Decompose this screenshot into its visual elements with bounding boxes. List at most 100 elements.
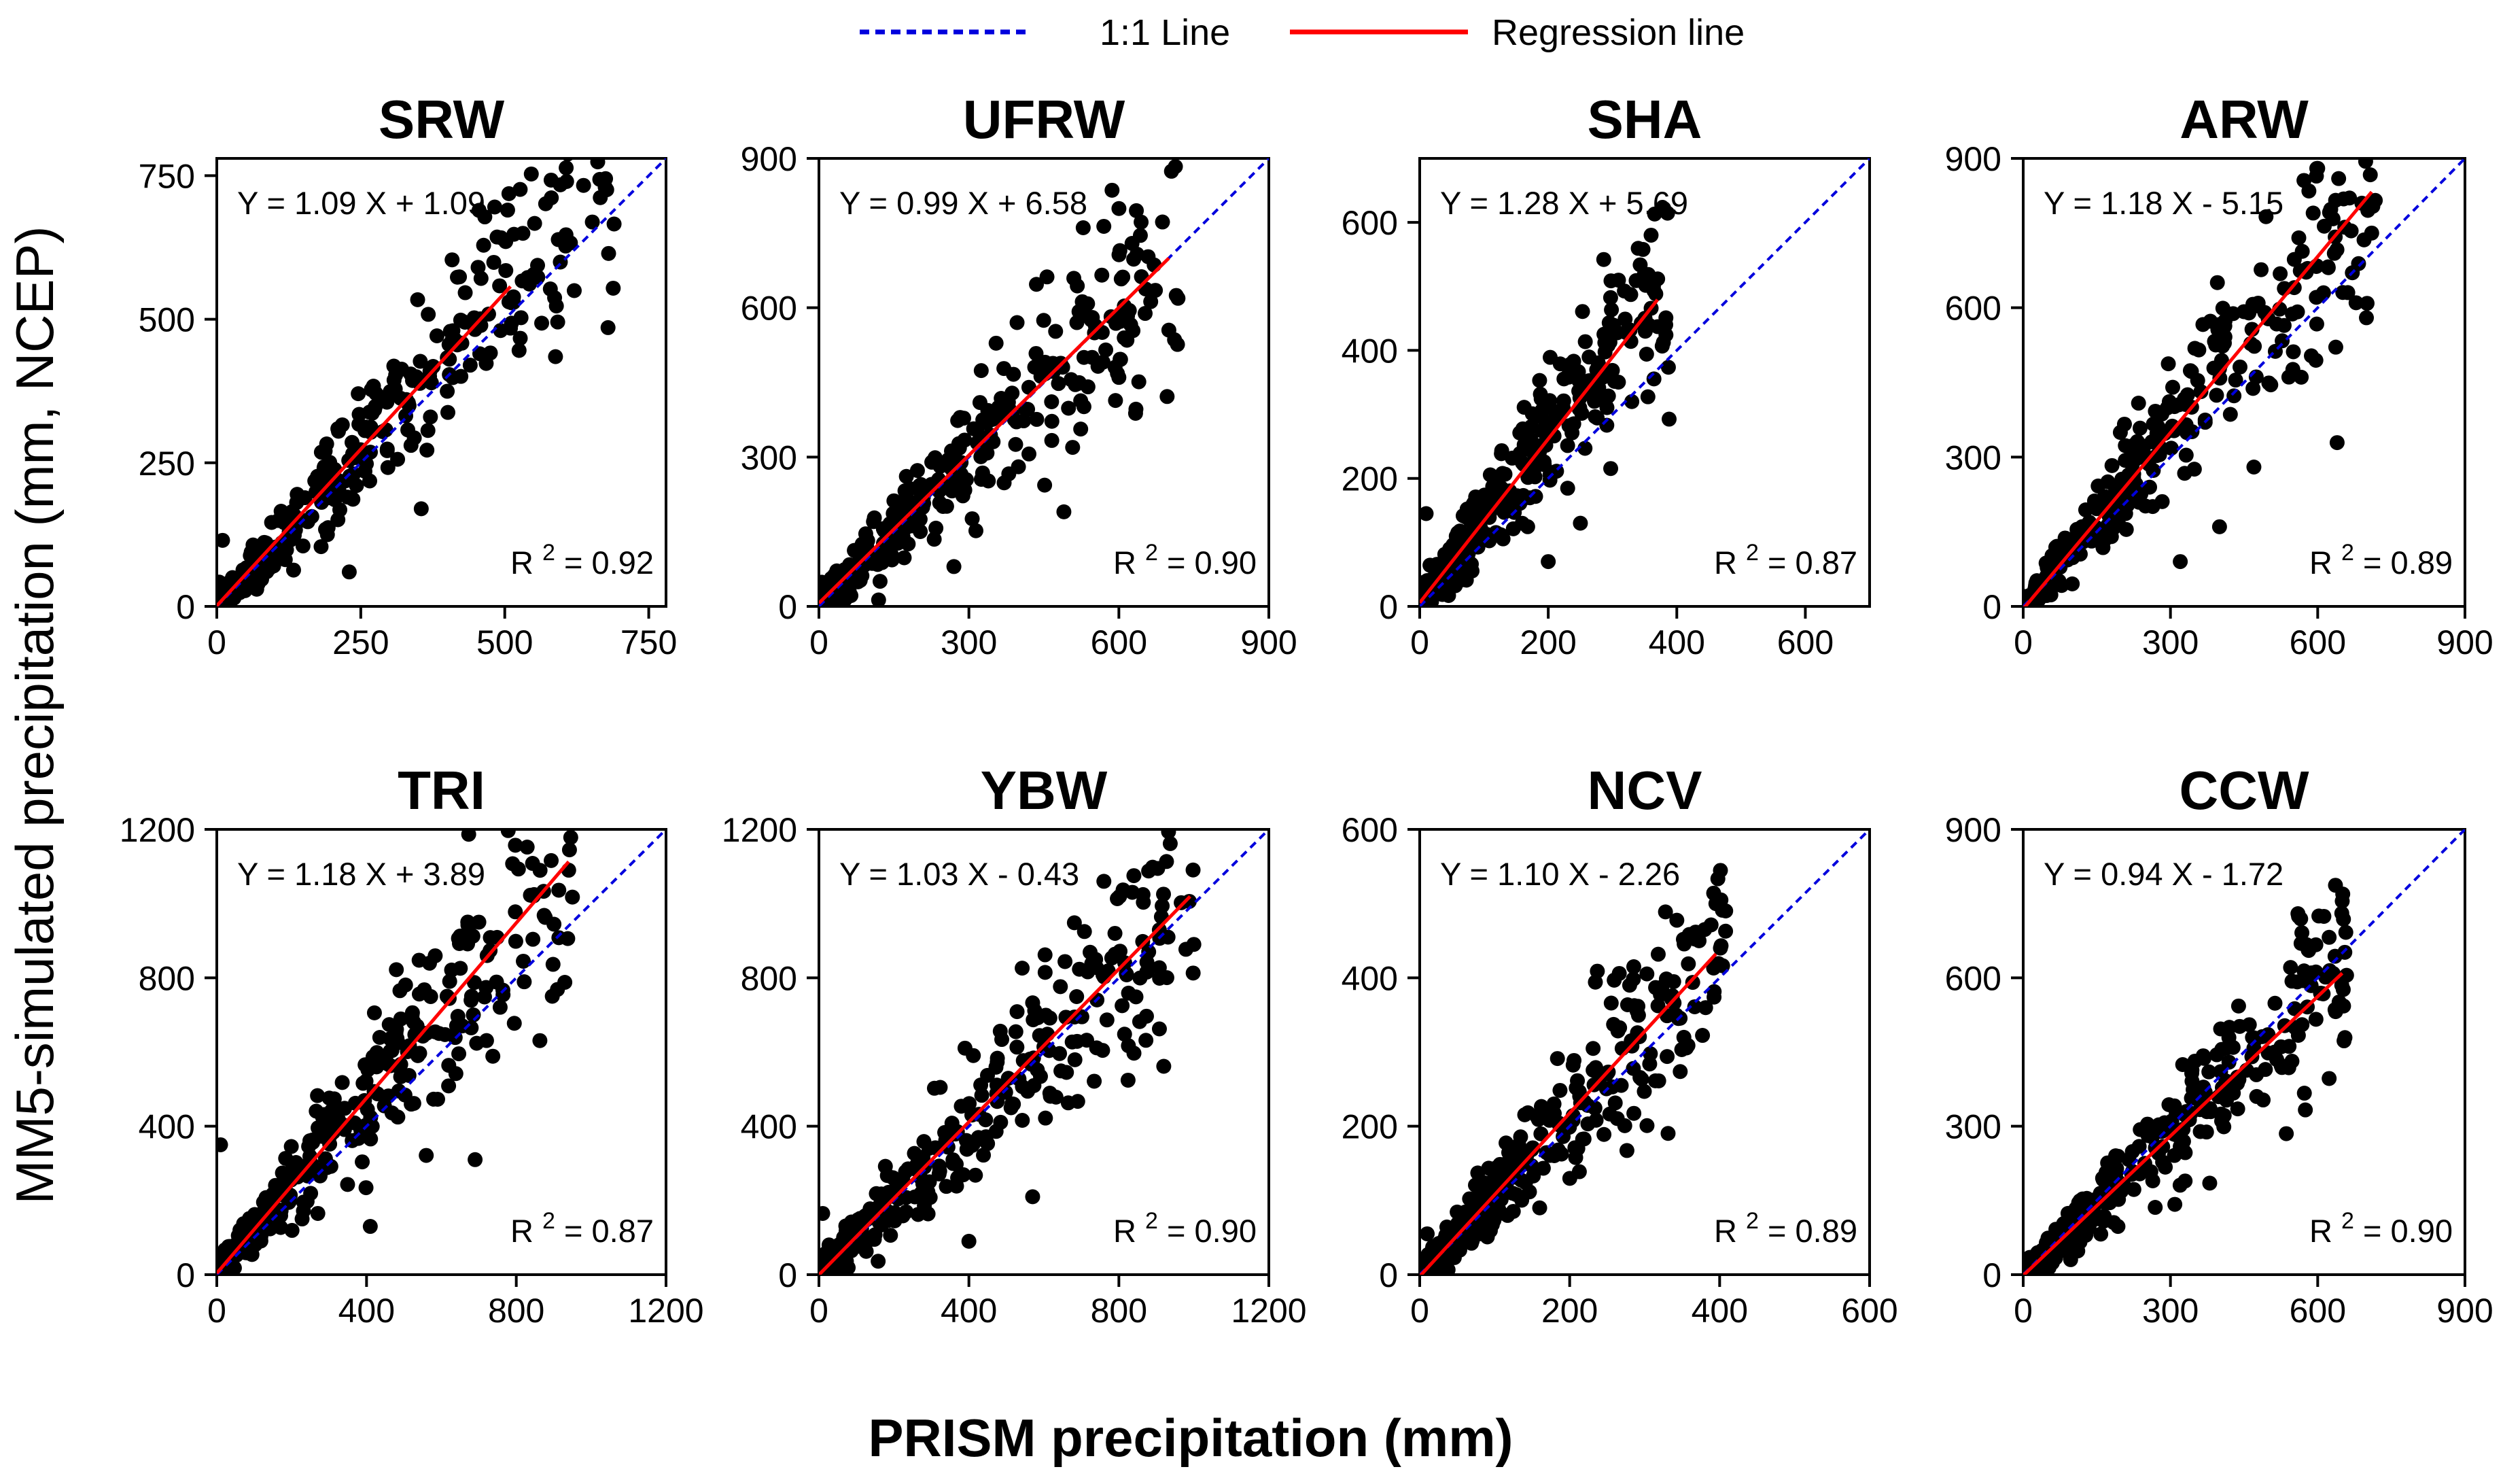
panel-ybw-point bbox=[1185, 965, 1201, 981]
panel-arw-point bbox=[2116, 416, 2132, 432]
panel-srw-point bbox=[264, 515, 279, 530]
panel-ybw-point bbox=[1015, 1113, 1030, 1128]
panel-ncv-point bbox=[1567, 1140, 1583, 1156]
panel-ufrw-point bbox=[1148, 283, 1163, 298]
panel-arw-x-tick-label: 0 bbox=[2014, 623, 2033, 661]
panel-ufrw-point bbox=[969, 435, 985, 451]
panel-ncv-point bbox=[1529, 1108, 1545, 1124]
panel-ccw-point bbox=[2336, 912, 2351, 927]
panel-ybw-point bbox=[1053, 979, 1068, 995]
panel-tri-point bbox=[564, 806, 579, 821]
panel-ybw-point bbox=[871, 1254, 886, 1269]
panel-arw-point bbox=[2329, 242, 2345, 258]
panel-sha-point bbox=[1577, 441, 1593, 456]
panel-tri-point bbox=[432, 1026, 447, 1041]
panel-ufrw-point bbox=[895, 530, 911, 545]
panel-ybw-point bbox=[895, 1208, 911, 1224]
panel-ncv-r-squared: R 2 = 0.89 bbox=[1714, 1208, 1857, 1249]
panel-srw-point bbox=[483, 345, 498, 361]
panel-ccw-point bbox=[2337, 1033, 2352, 1049]
x-axis-label: PRISM precipitation (mm) bbox=[868, 1408, 1513, 1468]
panel-srw-point bbox=[590, 158, 606, 170]
panel-tri-point bbox=[419, 1025, 434, 1041]
panel-ncv-y-tick-label: 400 bbox=[1342, 959, 1398, 997]
panel-srw-r-squared: R 2 = 0.92 bbox=[510, 540, 654, 581]
panel-srw-point-outlier bbox=[217, 532, 230, 548]
panel-tri-point bbox=[500, 829, 516, 838]
panel-ufrw-point bbox=[939, 498, 954, 514]
panel-ybw-point-outlier bbox=[819, 1205, 830, 1221]
panel-tri-point bbox=[284, 1222, 300, 1238]
panel-tri-point bbox=[285, 1156, 301, 1172]
panel-tri-point bbox=[392, 983, 408, 999]
panel-ufrw-point bbox=[872, 574, 888, 589]
panel-tri-x-tick-label: 1200 bbox=[628, 1292, 703, 1330]
panel-sha-title: SHA bbox=[1588, 89, 1702, 150]
panel-ccw-point bbox=[2290, 906, 2306, 921]
panel-sha-point bbox=[1599, 417, 1615, 433]
panel-srw-point bbox=[558, 227, 574, 243]
panel-ufrw-point bbox=[1094, 267, 1110, 283]
panel-ybw-point bbox=[993, 1114, 1009, 1130]
panel-sha-point bbox=[1482, 467, 1498, 483]
panel-ncv-title: NCV bbox=[1588, 760, 1702, 821]
panel-srw-point bbox=[420, 423, 436, 438]
panel-ybw-point bbox=[1066, 915, 1082, 931]
panel-ncv: NCV 00 200 200 400 400 600 600 Y = 1.10 X - 2.26… bbox=[1342, 760, 1898, 1330]
panel-ufrw-point bbox=[847, 542, 862, 558]
panel-srw-point bbox=[319, 527, 335, 542]
panel-arw-x-tick-label: 900 bbox=[2436, 623, 2493, 661]
panel-sha-y-tick-label: 600 bbox=[1342, 204, 1398, 242]
panel-ybw-x-tick-label: 400 bbox=[941, 1292, 997, 1330]
panel-srw-point bbox=[534, 315, 550, 331]
panel-sha-point bbox=[1647, 206, 1662, 222]
panel-ufrw-point bbox=[928, 520, 944, 536]
panel-ybw-point bbox=[939, 1179, 954, 1194]
panel-ncv-point bbox=[1674, 1041, 1690, 1057]
panel-sha-point bbox=[1641, 317, 1657, 333]
panel-tri-point bbox=[466, 1007, 481, 1022]
panel-tri-point bbox=[450, 1008, 466, 1024]
panel-tri-point bbox=[510, 861, 526, 877]
panel-ufrw-point bbox=[1111, 247, 1127, 262]
panel-sha-point bbox=[1601, 315, 1617, 330]
panel-ufrw-point bbox=[1131, 374, 1147, 390]
panel-ybw-point bbox=[1117, 1027, 1132, 1042]
panel-srw: SRW 00 250 250 500 500 750 750 Y = 1.09 X + 1.09… bbox=[139, 89, 678, 661]
panel-srw-point bbox=[553, 177, 568, 192]
panel-ybw-point bbox=[1119, 966, 1134, 982]
panel-tri-point bbox=[381, 1017, 397, 1033]
panel-sha-point bbox=[1532, 373, 1547, 388]
panel-sha-y-tick-label: 200 bbox=[1342, 460, 1398, 498]
panel-arw-point bbox=[2359, 310, 2375, 326]
panel-sha-point bbox=[1630, 241, 1646, 256]
panel-ufrw-point bbox=[898, 468, 914, 484]
panel-tri-point bbox=[411, 986, 427, 1002]
panel-srw-point bbox=[512, 330, 528, 346]
panel-ncv-point bbox=[1687, 999, 1702, 1014]
panel-ybw-point bbox=[841, 1260, 856, 1275]
panel-tri-point bbox=[393, 1011, 408, 1027]
panel-srw-point bbox=[523, 166, 539, 182]
panel-tri-point bbox=[321, 1090, 337, 1106]
panel-tri-point bbox=[310, 1088, 326, 1103]
panel-srw-point bbox=[366, 378, 381, 394]
panel-ncv-regression-line bbox=[1420, 952, 1717, 1275]
panel-arw-point bbox=[2309, 316, 2324, 332]
panel-ybw-point bbox=[1008, 1024, 1023, 1039]
panel-arw-point bbox=[2368, 126, 2383, 141]
panel-ufrw-point bbox=[1069, 315, 1085, 330]
panel-ufrw-point bbox=[973, 472, 989, 487]
panel-tri-point bbox=[283, 1139, 299, 1154]
panel-ncv-point-outlier bbox=[1622, 978, 1637, 993]
panel-ccw-point bbox=[2230, 998, 2246, 1014]
panel-tri-point bbox=[358, 1180, 374, 1196]
panel-ccw-point bbox=[2023, 1250, 2037, 1265]
panel-srw-point bbox=[351, 407, 367, 422]
panel-srw-point bbox=[398, 408, 414, 424]
panel-tri-x-tick-label: 800 bbox=[488, 1292, 544, 1330]
panel-arw-point bbox=[2247, 339, 2262, 354]
panel-srw-y-tick-label: 750 bbox=[139, 157, 195, 195]
panel-sha-point bbox=[1596, 252, 1611, 267]
panel-ybw-point bbox=[1009, 1039, 1025, 1055]
